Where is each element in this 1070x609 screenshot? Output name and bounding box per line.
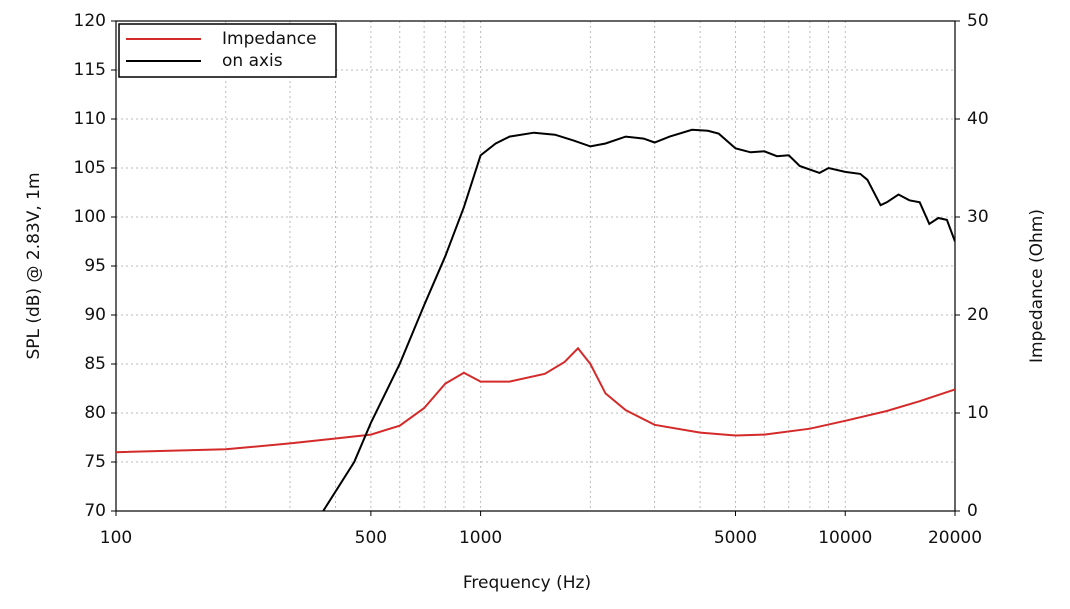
- y2-tick-label: 50: [967, 11, 989, 31]
- y2-tick-label: 40: [967, 109, 989, 129]
- y-tick-label: 90: [84, 305, 106, 325]
- y-tick-label: 75: [84, 452, 106, 472]
- y2-tick-label: 10: [967, 403, 989, 423]
- series-line: [116, 346, 955, 454]
- y-tick-label: 100: [74, 207, 106, 227]
- y-tick-label: 85: [84, 354, 106, 374]
- y-axis-label: SPL (dB) @ 2.83V, 1m: [24, 172, 44, 359]
- x-tick-label: 1000: [459, 528, 502, 548]
- x-tick-label: 5000: [714, 528, 757, 548]
- x-axis-label: Frequency (Hz): [463, 573, 591, 593]
- y2-tick-label: 30: [967, 207, 989, 227]
- y-tick-label: 70: [84, 501, 106, 521]
- y-tick-label: 115: [74, 60, 106, 80]
- x-tick-label: 100: [100, 528, 132, 548]
- y2-axis-label: Impedance (Ohm): [1027, 209, 1047, 363]
- y-tick-label: 120: [74, 11, 106, 31]
- plot-frame: [115, 20, 956, 512]
- series-line: [322, 128, 955, 511]
- legend-label: on axis: [222, 51, 283, 71]
- y-tick-label: 80: [84, 403, 106, 423]
- legend-box: [118, 23, 337, 78]
- y2-tick-label: 0: [967, 501, 978, 521]
- x-tick-label: 500: [355, 528, 387, 548]
- legend-label: Impedance: [222, 29, 317, 49]
- y2-tick-label: 20: [967, 305, 989, 325]
- x-tick-label: 20000: [928, 528, 982, 548]
- y-tick-label: 110: [74, 109, 106, 129]
- y-tick-label: 105: [74, 158, 106, 178]
- y-tick-label: 95: [84, 256, 106, 276]
- x-tick-label: 10000: [818, 528, 872, 548]
